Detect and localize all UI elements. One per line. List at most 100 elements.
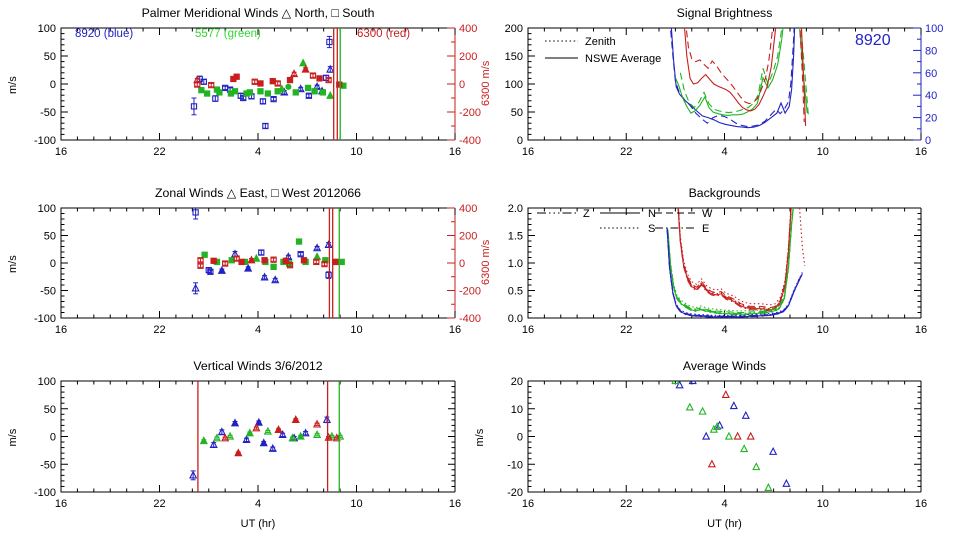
data-point bbox=[296, 84, 305, 93]
y-tick-label: 20 bbox=[511, 376, 523, 388]
x-tick-label: 22 bbox=[153, 324, 165, 336]
x-tick-label: 16 bbox=[915, 324, 927, 336]
x-tick-label: 4 bbox=[721, 146, 727, 158]
right-tick-label: 60 bbox=[925, 68, 937, 80]
data-point bbox=[322, 415, 332, 424]
data-layer-meridional bbox=[190, 28, 347, 140]
y-tick-label: 50 bbox=[511, 107, 523, 119]
x-tick-label: 22 bbox=[620, 146, 632, 158]
data-point bbox=[733, 431, 742, 440]
data-point bbox=[688, 381, 697, 385]
data-point bbox=[216, 89, 223, 96]
x-tick-label: 4 bbox=[255, 324, 261, 336]
y-tick-label: 0.0 bbox=[508, 313, 523, 325]
y-tick-label: -100 bbox=[34, 487, 56, 499]
data-point bbox=[200, 78, 207, 85]
data-point bbox=[190, 103, 198, 110]
x-axis-title: UT (hr) bbox=[241, 518, 276, 530]
axes-meridional: 16 22 4 10 16-100-50050100-400-2000200400630… bbox=[7, 23, 492, 158]
data-point bbox=[295, 238, 303, 245]
x-tick-label: 10 bbox=[817, 146, 829, 158]
x-tick-label: 10 bbox=[817, 324, 829, 336]
y-axis-title: m/s bbox=[7, 428, 19, 446]
data-point bbox=[321, 260, 328, 268]
data-point bbox=[198, 87, 205, 94]
y-tick-label: 0 bbox=[517, 432, 523, 444]
data-point bbox=[231, 88, 239, 95]
y-tick-label: 1.0 bbox=[508, 258, 523, 270]
legend-label: Zenith bbox=[585, 36, 616, 48]
right-axis-title: 6300 m/s bbox=[480, 60, 492, 106]
data-point bbox=[713, 421, 722, 430]
data-point bbox=[191, 283, 200, 292]
y-tick-label: -50 bbox=[40, 459, 56, 471]
data-point bbox=[288, 433, 297, 442]
data-point bbox=[300, 257, 308, 264]
data-point bbox=[252, 423, 261, 432]
right-tick-label: 0 bbox=[459, 258, 465, 270]
x-tick-label: 4 bbox=[255, 498, 261, 510]
y-tick-label: 100 bbox=[38, 203, 56, 215]
right-tick-label: 0 bbox=[925, 135, 931, 147]
data-point bbox=[325, 271, 332, 279]
panel-title: Vertical Winds 3/6/2012 bbox=[193, 359, 322, 373]
data-point bbox=[197, 262, 204, 269]
data-point bbox=[291, 415, 300, 424]
y-axis-title: m/s bbox=[7, 255, 19, 273]
data-point bbox=[301, 428, 310, 437]
data-point bbox=[270, 256, 277, 263]
data-point bbox=[292, 89, 299, 96]
data-point bbox=[245, 428, 254, 437]
data-point bbox=[199, 436, 208, 445]
right-tick-label: 0 bbox=[459, 79, 465, 91]
data-point bbox=[260, 272, 269, 281]
data-point bbox=[278, 430, 287, 438]
data-point bbox=[274, 80, 281, 87]
y-tick-label: -50 bbox=[40, 286, 56, 298]
y-tick-label: 0 bbox=[50, 79, 56, 91]
data-point bbox=[312, 430, 322, 438]
legend-backgrounds: Z N W S E bbox=[537, 208, 713, 235]
data-point bbox=[316, 75, 323, 82]
data-point bbox=[189, 470, 198, 479]
data-point bbox=[282, 257, 290, 264]
x-tick-label: 16 bbox=[915, 498, 927, 510]
right-tick-label: 400 bbox=[459, 23, 477, 35]
data-point bbox=[244, 263, 253, 272]
data-point bbox=[299, 58, 308, 67]
data-point bbox=[246, 89, 253, 96]
data-point bbox=[296, 431, 305, 440]
data-point bbox=[746, 431, 755, 440]
data-point bbox=[297, 251, 304, 258]
legend-label: NSWE Average bbox=[585, 53, 661, 65]
data-point bbox=[271, 275, 280, 284]
panel-title: Signal Brightness bbox=[677, 6, 773, 20]
data-point bbox=[326, 38, 333, 46]
data-point bbox=[261, 257, 268, 264]
data-point bbox=[203, 90, 211, 97]
panel-zonal: 16 22 4 10 16-100-50050100-400-2000200400630… bbox=[7, 186, 492, 336]
y-tick-label: -20 bbox=[507, 487, 523, 499]
x-tick-label: 22 bbox=[620, 324, 632, 336]
right-tick-label: 100 bbox=[925, 23, 943, 35]
data-point bbox=[254, 417, 263, 426]
data-point bbox=[262, 122, 269, 130]
data-point bbox=[207, 268, 214, 275]
x-tick-label: 10 bbox=[817, 498, 829, 510]
y-tick-label: 0 bbox=[50, 258, 56, 270]
x-tick-label: 4 bbox=[721, 324, 727, 336]
y-tick-label: 0 bbox=[517, 135, 523, 147]
data-point bbox=[326, 90, 335, 99]
right-tick-label: 80 bbox=[925, 45, 937, 57]
right-tick-label: 20 bbox=[925, 113, 937, 125]
data-point bbox=[247, 255, 256, 264]
data-point bbox=[290, 69, 299, 78]
data-point bbox=[194, 81, 201, 88]
x-tick-label: 16 bbox=[915, 146, 927, 158]
data-point bbox=[324, 240, 333, 248]
panel-meridional: 16 22 4 10 16-100-50050100-400-2000200400630… bbox=[7, 6, 492, 158]
x-tick-label: 16 bbox=[522, 324, 534, 336]
